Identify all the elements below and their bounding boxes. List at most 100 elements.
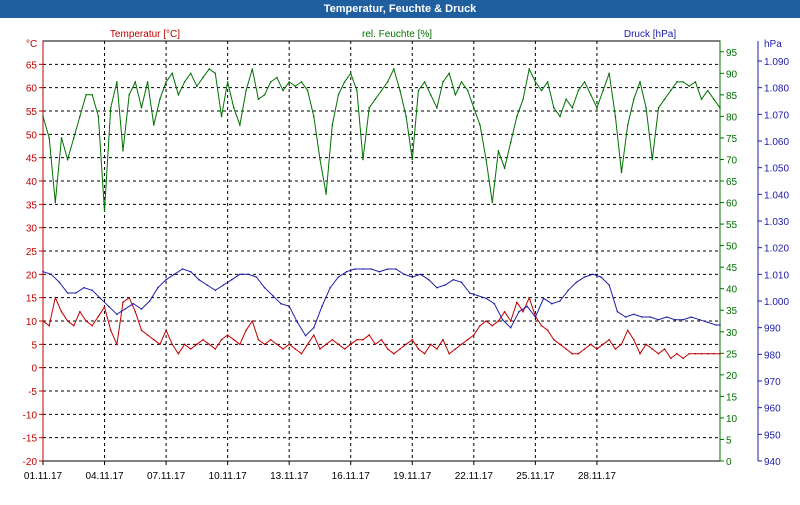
data-point-temp xyxy=(103,306,106,308)
data-point-temp xyxy=(196,343,198,346)
data-point-temp xyxy=(522,310,524,313)
data-point-press xyxy=(222,284,225,286)
data-point-hum xyxy=(429,94,432,96)
data-point-temp xyxy=(66,320,69,322)
hum-tick-label: 50 xyxy=(726,242,738,253)
data-point-press xyxy=(674,318,676,321)
data-point-temp xyxy=(694,352,697,355)
data-point-press xyxy=(477,294,479,297)
data-point-temp xyxy=(239,343,241,346)
chart-area: -20 -15 -10 -5 0 5 10 15 20 25 30 35 40 45 50 55 60 65 °C 0… xyxy=(0,18,800,500)
data-point-temp xyxy=(202,338,204,341)
data-point-temp xyxy=(497,320,500,322)
data-point-hum xyxy=(565,98,567,100)
data-point-press xyxy=(173,273,176,276)
data-point-temp xyxy=(294,348,297,350)
data-point-temp xyxy=(423,352,426,355)
data-point-temp xyxy=(688,352,690,355)
data-point-hum xyxy=(362,158,364,161)
data-point-hum xyxy=(171,72,173,75)
data-point-temp xyxy=(331,338,334,341)
data-point-temp xyxy=(109,329,112,332)
data-point-hum xyxy=(374,98,377,100)
data-point-temp xyxy=(288,343,291,346)
data-point-temp xyxy=(645,343,647,346)
data-point-temp xyxy=(233,338,235,341)
hum-tick-label: 30 xyxy=(726,328,738,339)
temp-tick-label: 35 xyxy=(26,200,38,211)
data-point-hum xyxy=(202,76,204,79)
data-point-press xyxy=(608,284,610,286)
data-point-hum xyxy=(626,124,629,126)
press-tick-label: 1.000 xyxy=(764,297,789,308)
data-point-temp xyxy=(491,324,494,327)
window-title: Temperatur, Feuchte & Druck xyxy=(0,0,800,18)
press-tick-label: 960 xyxy=(764,404,781,415)
data-point-press xyxy=(42,270,44,273)
data-point-press xyxy=(419,273,422,276)
temp-tick-label: 10 xyxy=(26,317,38,328)
data-point-temp xyxy=(54,296,57,299)
data-point-hum xyxy=(146,81,149,83)
data-point-temp xyxy=(565,348,567,350)
data-point-hum xyxy=(48,137,50,139)
data-point-hum xyxy=(485,158,487,161)
x-tick-label: 16.11.17 xyxy=(332,471,371,482)
data-point-press xyxy=(518,310,520,313)
data-point-hum xyxy=(688,85,690,87)
data-point-press xyxy=(575,281,578,284)
data-point-temp xyxy=(226,334,229,336)
data-point-press xyxy=(83,286,85,289)
temp-tick-label: -15 xyxy=(23,434,38,445)
data-point-temp xyxy=(583,348,586,350)
data-point-temp xyxy=(706,352,709,355)
data-point-hum xyxy=(706,89,709,92)
data-point-hum xyxy=(300,81,303,83)
data-point-press xyxy=(719,324,721,326)
data-point-temp xyxy=(313,334,315,336)
data-point-press xyxy=(706,321,709,324)
data-point-temp xyxy=(676,352,678,355)
data-point-hum xyxy=(386,81,389,83)
x-tick-label: 07.11.17 xyxy=(147,471,186,482)
data-point-hum xyxy=(633,98,635,100)
data-point-hum xyxy=(639,81,641,83)
data-point-temp xyxy=(269,338,272,341)
data-point-temp xyxy=(343,348,346,350)
data-point-press xyxy=(386,268,389,270)
hum-tick-label: 55 xyxy=(726,220,738,231)
data-point-temp xyxy=(682,357,684,360)
data-point-temp xyxy=(165,329,167,332)
data-point-press xyxy=(657,318,660,321)
temp-tick-label: -5 xyxy=(28,387,37,398)
data-point-hum xyxy=(442,81,444,83)
hum-tick-label: 15 xyxy=(726,392,738,403)
data-point-temp xyxy=(626,329,629,332)
data-point-temp xyxy=(73,324,75,327)
data-point-hum xyxy=(417,89,420,92)
data-point-hum xyxy=(288,81,291,83)
data-point-press xyxy=(263,286,266,289)
data-point-hum xyxy=(196,85,198,87)
data-point-press xyxy=(255,276,258,278)
temp-tick-label: 25 xyxy=(26,247,38,258)
data-point-hum xyxy=(713,98,715,100)
press-tick-label: 1.060 xyxy=(764,137,789,148)
data-point-press xyxy=(509,326,512,329)
hum-tick-label: 80 xyxy=(726,112,738,123)
hum-tick-label: 65 xyxy=(726,177,738,188)
data-point-hum xyxy=(159,98,161,100)
data-point-hum xyxy=(602,89,604,92)
data-point-hum xyxy=(676,81,678,83)
data-point-hum xyxy=(306,89,309,92)
hum-tick-label: 35 xyxy=(726,306,738,317)
data-point-press xyxy=(148,300,151,302)
data-point-press xyxy=(157,286,159,289)
data-point-press xyxy=(444,284,446,286)
data-point-temp xyxy=(700,352,703,355)
data-point-temp xyxy=(42,320,44,322)
data-point-temp xyxy=(153,338,155,341)
data-point-press xyxy=(354,268,356,270)
data-point-hum xyxy=(294,85,297,87)
hum-tick-label: 45 xyxy=(726,263,738,274)
